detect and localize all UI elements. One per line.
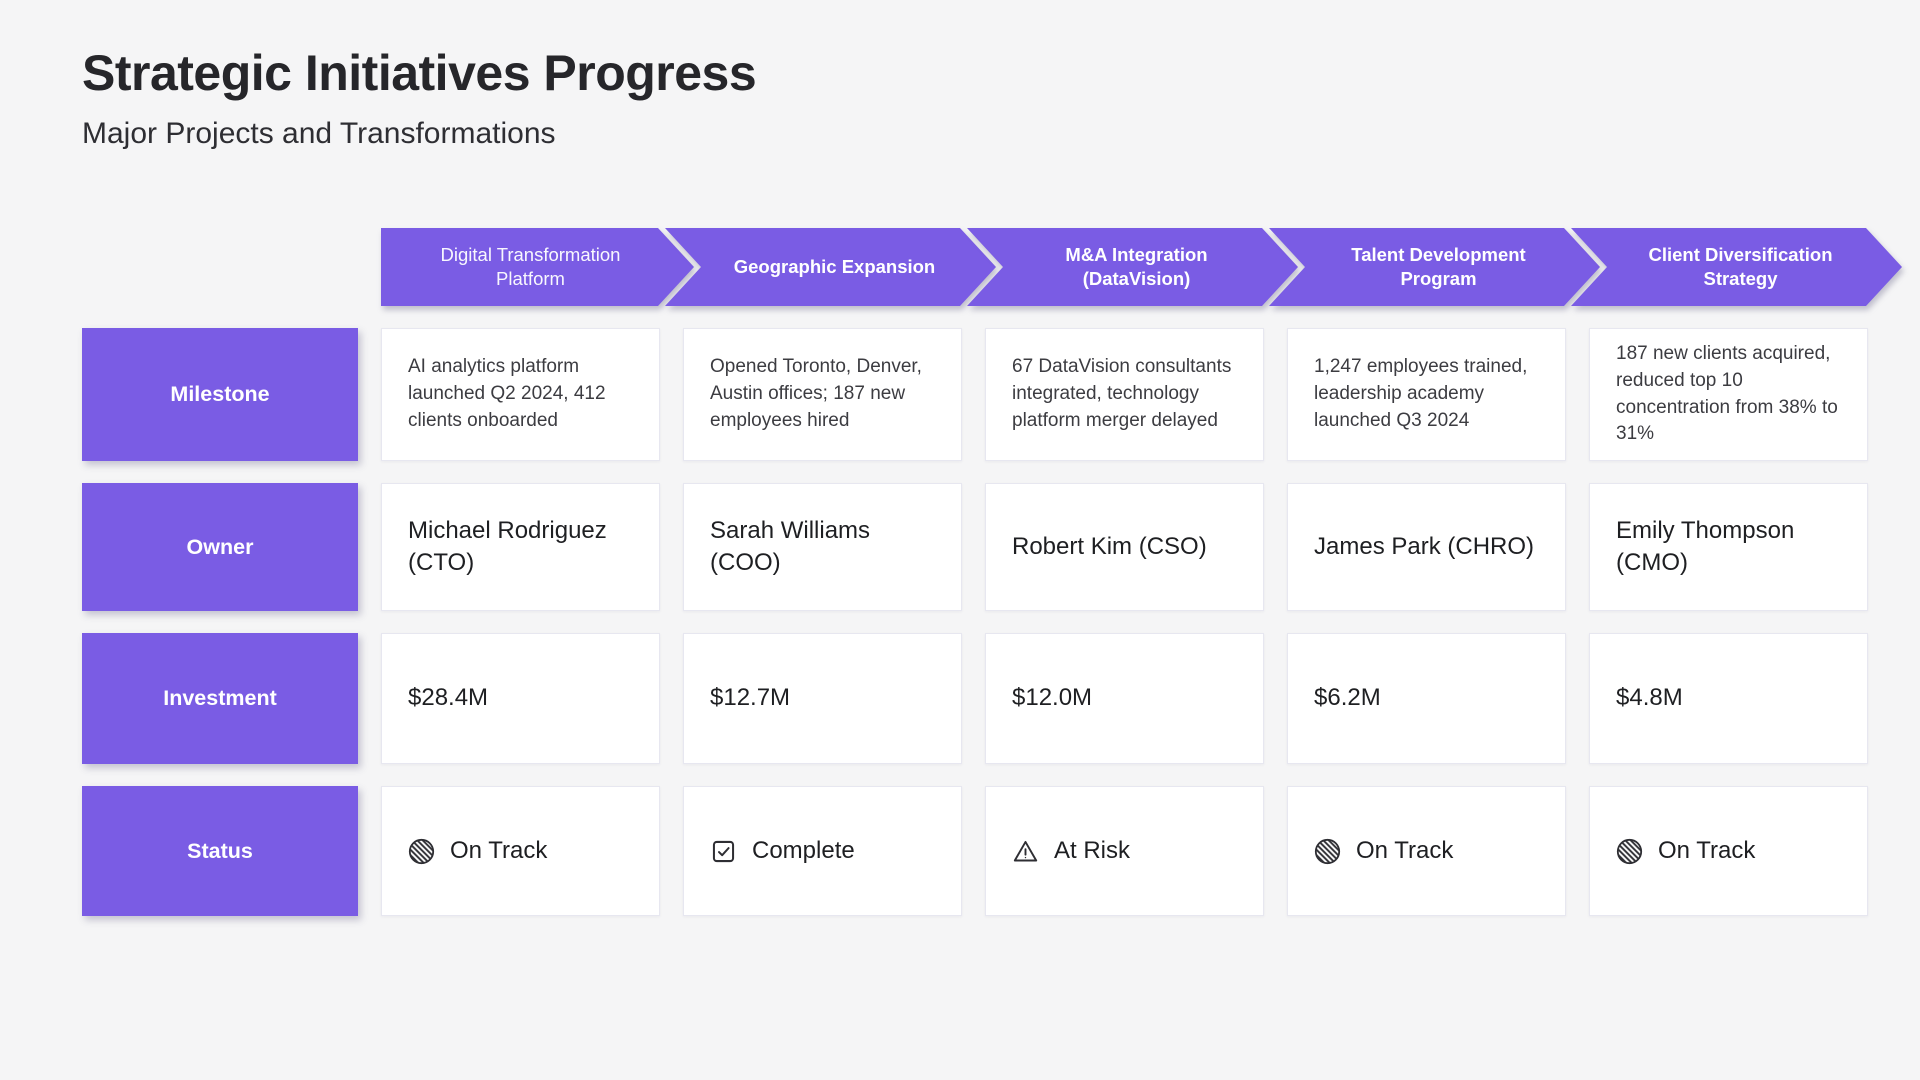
investment-cell: $12.7M [683, 633, 962, 764]
owner-cell: Michael Rodriguez (CTO) [381, 483, 660, 611]
owner-cell: Emily Thompson (CMO) [1589, 483, 1868, 611]
investment-text: $28.4M [408, 684, 489, 712]
on-track-hatched-circle-icon [408, 838, 435, 865]
column-header-talent-development: Talent Development Program [1287, 228, 1566, 306]
column-header-ma-integration: M&A Integration (DataVision) [985, 228, 1264, 306]
investment-text: $12.0M [1012, 684, 1093, 712]
investment-text: $4.8M [1616, 684, 1683, 712]
owner-cell: James Park (CHRO) [1287, 483, 1566, 611]
milestone-text: AI analytics platform launched Q2 2024, … [408, 356, 606, 431]
row-label-investment: Investment [82, 633, 358, 764]
owner-text: James Park (CHRO) [1314, 532, 1535, 560]
investment-cell: $28.4M [381, 633, 660, 764]
owner-text: Sarah Williams (COO) [710, 516, 871, 576]
milestone-text: 187 new clients acquired, reduced top 10… [1616, 342, 1838, 445]
milestone-cell: 1,247 employees trained, leadership acad… [1287, 328, 1566, 461]
column-header-label: Digital Transformation Platform [440, 243, 621, 289]
milestone-cell: Opened Toronto, Denver, Austin offices; … [683, 328, 962, 461]
column-header-digital-transformation: Digital Transformation Platform [381, 228, 660, 306]
owner-text: Robert Kim (CSO) [1012, 532, 1207, 560]
matrix-corner-spacer [82, 228, 358, 306]
complete-checkbox-icon [710, 838, 737, 865]
owner-text: Michael Rodriguez (CTO) [408, 516, 607, 576]
at-risk-warning-triangle-icon [1012, 838, 1039, 865]
column-header-label: Geographic Expansion [733, 255, 936, 277]
status-label: On Track [450, 837, 548, 864]
page-subtitle: Major Projects and Transformations [82, 117, 556, 150]
initiatives-matrix: Digital Transformation Platform Geograph… [82, 228, 1868, 916]
status-cell: On Track [1287, 786, 1566, 916]
on-track-hatched-circle-icon [1616, 838, 1643, 865]
column-header-client-diversification: Client Diversification Strategy [1589, 228, 1868, 306]
column-header-label: Talent Development Program [1351, 243, 1526, 289]
column-header-geographic-expansion: Geographic Expansion [683, 228, 962, 306]
milestone-cell: AI analytics platform launched Q2 2024, … [381, 328, 660, 461]
chevron-arrow-shape: M&A Integration (DataVision) [967, 228, 1298, 306]
status-cell: At Risk [985, 786, 1264, 916]
on-track-hatched-circle-icon [1314, 838, 1341, 865]
owner-cell: Sarah Williams (COO) [683, 483, 962, 611]
row-label-owner: Owner [82, 483, 358, 611]
milestone-text: Opened Toronto, Denver, Austin offices; … [710, 356, 922, 431]
status-cell: On Track [381, 786, 660, 916]
milestone-text: 1,247 employees trained, leadership acad… [1314, 356, 1528, 431]
status-cell: Complete [683, 786, 962, 916]
status-label: At Risk [1054, 837, 1131, 864]
status-label: On Track [1356, 837, 1454, 864]
page-title: Strategic Initiatives Progress [82, 45, 757, 101]
investment-cell: $12.0M [985, 633, 1264, 764]
status-label: On Track [1658, 837, 1756, 864]
milestone-cell: 187 new clients acquired, reduced top 10… [1589, 328, 1868, 461]
owner-text: Emily Thompson (CMO) [1616, 516, 1795, 576]
chevron-arrow-shape: Talent Development Program [1269, 228, 1600, 306]
column-header-label: M&A Integration (DataVision) [1065, 243, 1208, 289]
chevron-arrow-shape: Geographic Expansion [665, 228, 996, 306]
chevron-arrow-shape: Client Diversification Strategy [1571, 228, 1902, 306]
chevron-arrow-shape: Digital Transformation Platform [381, 228, 694, 306]
investment-text: $6.2M [1314, 684, 1381, 712]
status-label: Complete [752, 837, 855, 864]
milestone-cell: 67 DataVision consultants integrated, te… [985, 328, 1264, 461]
milestone-text: 67 DataVision consultants integrated, te… [1012, 356, 1232, 431]
column-header-label: Client Diversification Strategy [1648, 243, 1833, 289]
investment-cell: $6.2M [1287, 633, 1566, 764]
row-label-milestone: Milestone [82, 328, 358, 461]
investment-text: $12.7M [710, 684, 791, 712]
status-cell: On Track [1589, 786, 1868, 916]
row-label-status: Status [82, 786, 358, 916]
investment-cell: $4.8M [1589, 633, 1868, 764]
owner-cell: Robert Kim (CSO) [985, 483, 1264, 611]
